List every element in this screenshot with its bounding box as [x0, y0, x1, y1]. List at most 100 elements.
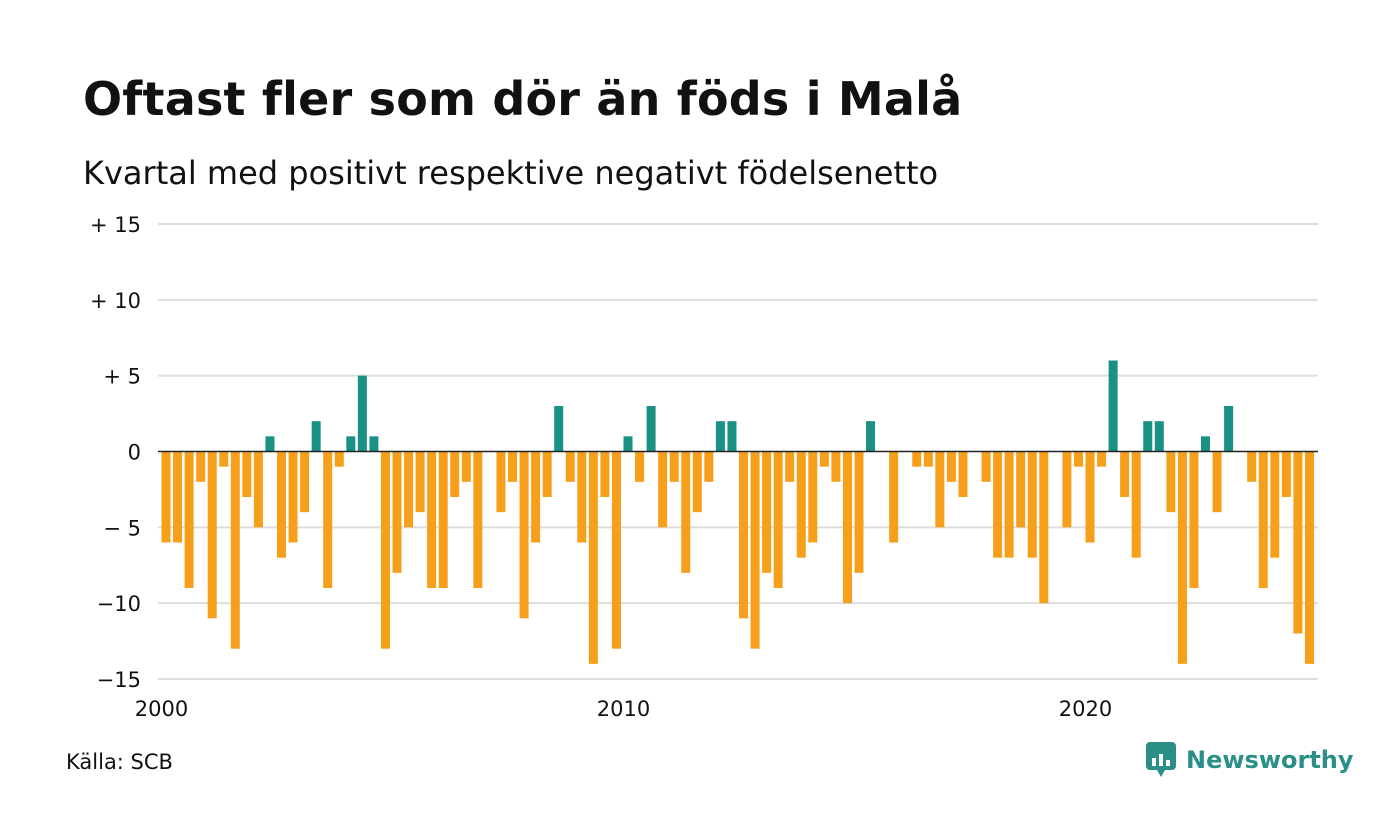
bar-negative	[889, 451, 899, 543]
bar-negative	[473, 451, 483, 588]
bar-negative	[946, 451, 956, 482]
bar-negative	[565, 451, 575, 482]
bar-negative	[438, 451, 448, 588]
bar-negative	[542, 451, 552, 497]
bar-negative	[912, 451, 922, 467]
bar-positive	[554, 406, 564, 452]
bar-positive	[1201, 436, 1211, 452]
bar-negative	[1120, 451, 1130, 497]
y-tick-label: + 5	[103, 365, 141, 389]
bar-positive	[866, 421, 876, 452]
y-tick-label: −10	[97, 592, 141, 616]
bar-negative	[819, 451, 829, 467]
bar-negative	[392, 451, 402, 573]
bar-negative	[692, 451, 702, 513]
bar-negative	[658, 451, 668, 528]
bar-negative	[600, 451, 610, 497]
bar-negative	[253, 451, 263, 528]
y-tick-label: −15	[97, 668, 141, 692]
bar-negative	[831, 451, 841, 482]
bar-negative	[415, 451, 425, 513]
bar-negative	[207, 451, 217, 619]
bar-negative	[496, 451, 506, 513]
bar-negative	[1062, 451, 1072, 528]
bar-negative	[1131, 451, 1141, 558]
brand-name: Newsworthy	[1186, 746, 1354, 774]
bar-negative	[1097, 451, 1107, 467]
bar-negative	[1177, 451, 1187, 664]
bar-negative	[762, 451, 772, 573]
y-tick-label: 0	[128, 441, 141, 465]
bar-negative	[1027, 451, 1037, 558]
x-tick-label: 2010	[597, 697, 650, 721]
bar-negative	[300, 451, 310, 513]
bar-negative	[785, 451, 795, 482]
bar-negative	[334, 451, 344, 467]
bar-negative	[981, 451, 991, 482]
bar-positive	[311, 421, 321, 452]
bar-negative	[196, 451, 206, 482]
bar-negative	[842, 451, 852, 604]
bar-negative	[704, 451, 714, 482]
bar-negative	[1166, 451, 1176, 513]
bar-negative	[588, 451, 598, 664]
bar-negative	[1212, 451, 1222, 513]
bar-negative	[808, 451, 818, 543]
x-tick-label: 2000	[135, 697, 188, 721]
bar-negative	[184, 451, 194, 588]
bar-positive	[623, 436, 633, 452]
bar-negative	[1247, 451, 1257, 482]
bar-negative	[380, 451, 390, 649]
bar-negative	[173, 451, 183, 543]
bar-negative	[993, 451, 1003, 558]
bar-negative	[427, 451, 437, 588]
y-tick-label: − 5	[103, 516, 141, 540]
bar-negative	[288, 451, 298, 543]
bar-negative	[958, 451, 968, 497]
bar-negative	[611, 451, 621, 649]
newsworthy-brand[interactable]: Newsworthy	[1146, 742, 1354, 778]
chart-title: Oftast fler som dör än föds i Malå	[83, 72, 963, 126]
bar-positive	[646, 406, 656, 452]
newsworthy-logo-icon	[1146, 742, 1176, 777]
bar-negative	[531, 451, 541, 543]
chart-subtitle: Kvartal med positivt respektive negativt…	[83, 154, 939, 192]
bar-negative	[1016, 451, 1026, 528]
y-tick-label: + 15	[90, 213, 141, 237]
bar-negative	[242, 451, 252, 497]
bar-positive	[357, 375, 367, 452]
bar-positive	[1154, 421, 1164, 452]
bar-negative	[161, 451, 171, 543]
bar-negative	[1073, 451, 1083, 467]
bar-negative	[519, 451, 529, 619]
bar-negative	[750, 451, 760, 649]
bar-positive	[1224, 406, 1234, 452]
bar-negative	[773, 451, 783, 588]
source-label: Källa: SCB	[66, 750, 173, 774]
bar-negative	[577, 451, 587, 543]
bar-positive	[727, 421, 737, 452]
bar-negative	[404, 451, 414, 528]
bar-negative	[1281, 451, 1291, 497]
bar-positive	[265, 436, 275, 452]
bar-negative	[277, 451, 287, 558]
bar-negative	[1004, 451, 1014, 558]
bar-negative	[219, 451, 229, 467]
bar-negative	[1258, 451, 1268, 588]
bar-positive	[369, 436, 379, 452]
bar-negative	[1189, 451, 1199, 588]
bar-negative	[923, 451, 933, 467]
bar-negative	[1304, 451, 1314, 664]
bar-positive	[346, 436, 356, 452]
bar-negative	[739, 451, 749, 619]
bar-negative	[508, 451, 518, 482]
bar-negative	[796, 451, 806, 558]
bar-negative	[1039, 451, 1049, 604]
bar-negative	[854, 451, 864, 573]
bar-negative	[230, 451, 240, 649]
bar-negative	[323, 451, 333, 588]
bar-negative	[1293, 451, 1303, 634]
bar-negative	[681, 451, 691, 573]
bar-negative	[635, 451, 645, 482]
